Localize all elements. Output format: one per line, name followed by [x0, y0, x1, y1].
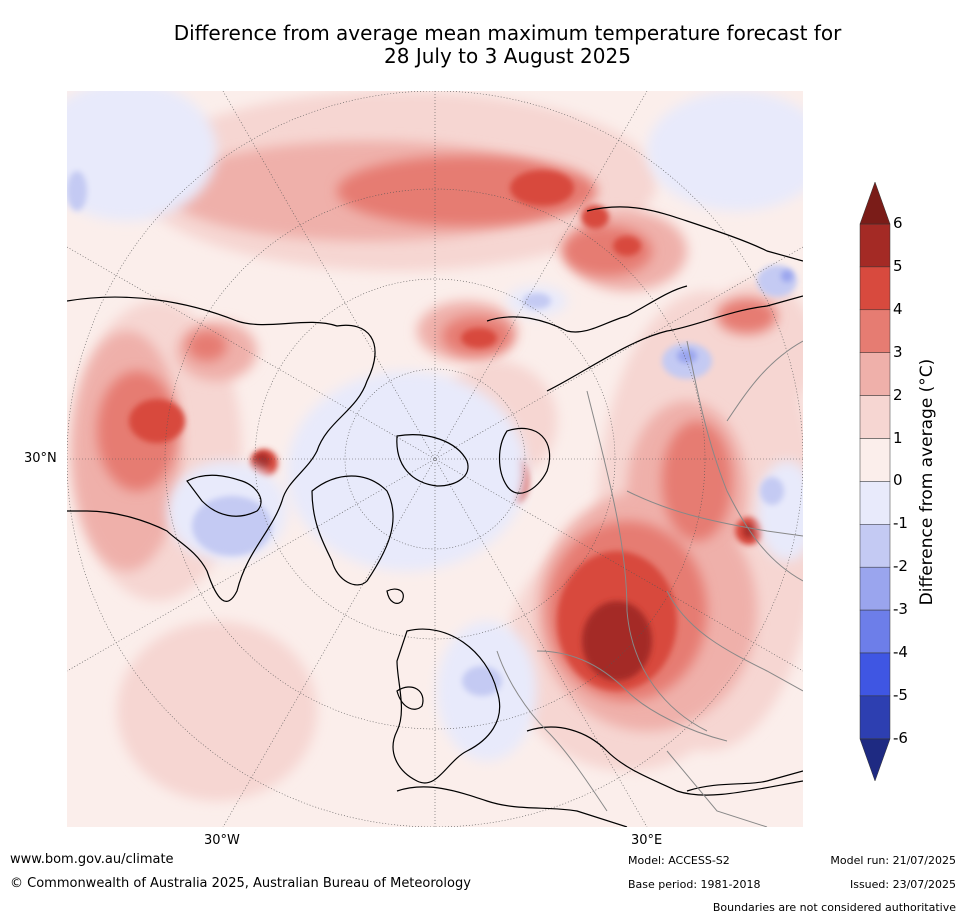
colorbar-bands	[859, 223, 891, 740]
footer-model: Model: ACCESS-S2	[628, 854, 730, 867]
colorbar-tick-label: 6	[893, 214, 903, 232]
longitude-label-30w: 30°W	[204, 833, 240, 848]
graticule	[67, 91, 803, 827]
colorbar-band	[859, 566, 891, 611]
colorbar-band	[859, 524, 891, 568]
colorbar-tick-label: -3	[893, 600, 908, 619]
latitude-label-30n: 30°N	[24, 451, 57, 466]
colorbar-tick-label: 4	[893, 299, 903, 318]
footer-model-run: Model run: 21/07/2025	[830, 854, 956, 867]
colorbar-tick-label: 1	[893, 428, 903, 447]
temperature-anomaly-map	[67, 91, 803, 827]
colorbar-tick-label: -5	[893, 685, 908, 704]
colorbar-band	[859, 652, 891, 697]
colorbar-band	[859, 481, 891, 525]
colorbar	[859, 181, 891, 782]
longitude-label-30e: 30°E	[631, 833, 663, 848]
colorbar-title: Difference from average (°C)	[917, 358, 937, 606]
colorbar-tick-label: 2	[893, 385, 903, 404]
footer-url: www.bom.gov.au/climate	[10, 852, 174, 867]
colorbar-band	[859, 395, 891, 439]
footer-issued: Issued: 23/07/2025	[849, 878, 956, 891]
colorbar-tick-label: 0	[893, 471, 903, 490]
title-line-1: Difference from average mean maximum tem…	[173, 21, 842, 45]
colorbar-tick-label: -4	[893, 643, 908, 661]
colorbar-tick-label: -6	[893, 728, 908, 747]
colorbar-band	[859, 438, 891, 482]
coastlines	[67, 206, 803, 827]
colorbar-tick-label: -2	[893, 557, 908, 576]
colorbar-band	[859, 309, 891, 353]
colorbar-extend-max	[859, 181, 891, 225]
map-title: Difference from average mean maximum tem…	[0, 22, 965, 68]
colorbar-tick-label: 3	[893, 342, 903, 361]
colorbar-band	[859, 223, 891, 268]
title-line-2: 28 July to 3 August 2025	[384, 44, 631, 68]
colorbar-band	[859, 695, 891, 740]
colorbar-band	[859, 266, 891, 311]
footer-base-period: Base period: 1981-2018	[628, 878, 761, 891]
country-boundaries	[496, 340, 803, 827]
anomaly-minus-2-to-minus-3-areas	[677, 270, 793, 363]
colorbar-tick-label: -1	[893, 514, 908, 533]
colorbar-extend-min	[859, 738, 891, 782]
colorbar-band	[859, 609, 891, 654]
footer-copyright: © Commonwealth of Australia 2025, Austra…	[10, 876, 471, 891]
footer-disclaimer: Boundaries are not considered authoritat…	[712, 901, 956, 914]
colorbar-tick-label: 5	[893, 256, 903, 275]
colorbar-band	[859, 352, 891, 396]
